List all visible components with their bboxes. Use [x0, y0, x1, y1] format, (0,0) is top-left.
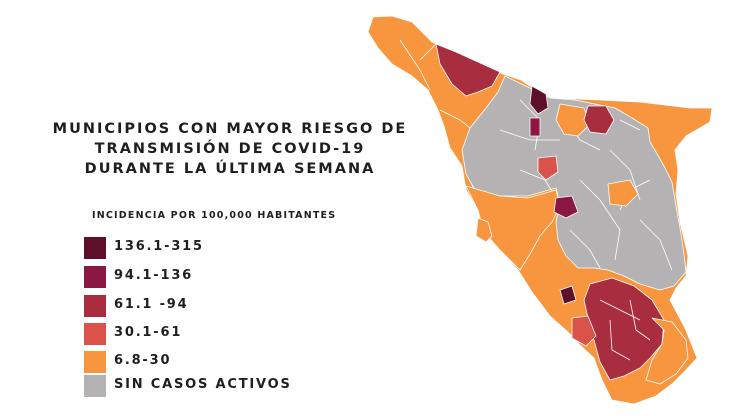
legend-swatch — [84, 237, 106, 259]
legend-swatch — [84, 295, 106, 317]
red-central-north — [537, 155, 559, 181]
legend-label: 61.1 -94 — [114, 297, 189, 312]
red-northeast — [583, 105, 615, 135]
legend-title: INCIDENCIA POR 100,000 HABITANTES — [92, 210, 337, 221]
tiburon-island — [475, 217, 493, 243]
title-line-2: TRANSMISIÓN DE COVID-19 — [94, 141, 366, 157]
legend-label: 136.1-315 — [114, 239, 204, 254]
orange-east-central — [607, 179, 639, 207]
red-south-coast — [571, 315, 597, 347]
southeast-borders — [599, 299, 651, 361]
map-title: MUNICIPIOS CON MAYOR RIESGO DE TRANSMISI… — [20, 119, 440, 179]
legend-label: 6.8-30 — [114, 353, 172, 368]
maroon-nogales — [529, 85, 549, 115]
legend-swatch — [84, 266, 106, 288]
orange-northeast-pocket — [555, 103, 591, 137]
legend-swatch — [84, 351, 106, 373]
purple-north-strip — [529, 117, 541, 137]
legend-label: SIN CASOS ACTIVOS — [114, 377, 292, 392]
purple-central — [553, 195, 579, 219]
title-line-1: MUNICIPIOS CON MAYOR RIESGO DE — [52, 121, 408, 137]
legend-swatch — [84, 323, 106, 345]
red-northwest — [435, 43, 501, 97]
legend-label: 30.1-61 — [114, 325, 183, 340]
title-line-3: DURANTE LA ÚLTIMA SEMANA — [84, 161, 376, 177]
orange-south-tip — [645, 317, 689, 385]
maroon-guaymas — [559, 285, 577, 305]
legend-label: 94.1-136 — [114, 268, 194, 283]
northwest-borders — [399, 39, 471, 129]
legend-swatch — [84, 375, 106, 397]
